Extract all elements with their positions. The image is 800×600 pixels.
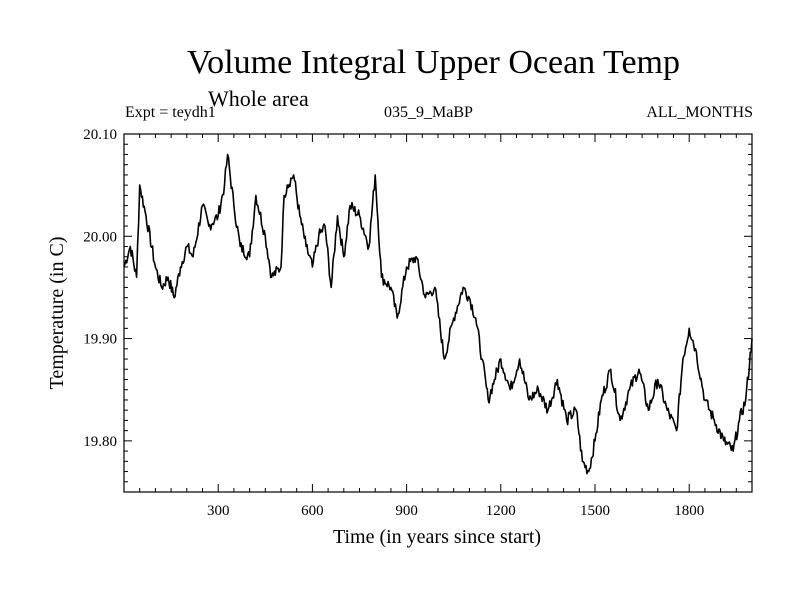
x-tick-label: 1800: [674, 503, 704, 519]
x-axis-label: Time (in years since start): [333, 526, 541, 548]
months-label: ALL_MONTHS: [646, 104, 753, 121]
period-label: 035_9_MaBP: [384, 104, 473, 121]
experiment-label: Expt = teydh1: [125, 104, 216, 121]
x-tick-label: 900: [395, 503, 418, 519]
x-tick-label: 600: [301, 503, 324, 519]
x-tick-label: 1200: [486, 503, 516, 519]
temperature-series-line: [123, 153, 753, 475]
y-tick-label: 19.90: [83, 332, 117, 348]
y-tick-label: 20.00: [83, 229, 117, 245]
chart-title: Volume Integral Upper Ocean Temp: [187, 44, 680, 81]
y-tick-label: 19.80: [83, 434, 117, 450]
chart-subtitle: Whole area: [208, 86, 309, 111]
axis-ticks: 300 600 900 1200 1500 1800 19.80 19.90 20.00 20.1…: [83, 127, 752, 519]
x-tick-label: 300: [207, 503, 230, 519]
y-tick-label: 20.10: [83, 127, 117, 143]
y-axis-label: Temperature (in C): [46, 237, 68, 390]
x-tick-label: 1500: [580, 503, 610, 519]
